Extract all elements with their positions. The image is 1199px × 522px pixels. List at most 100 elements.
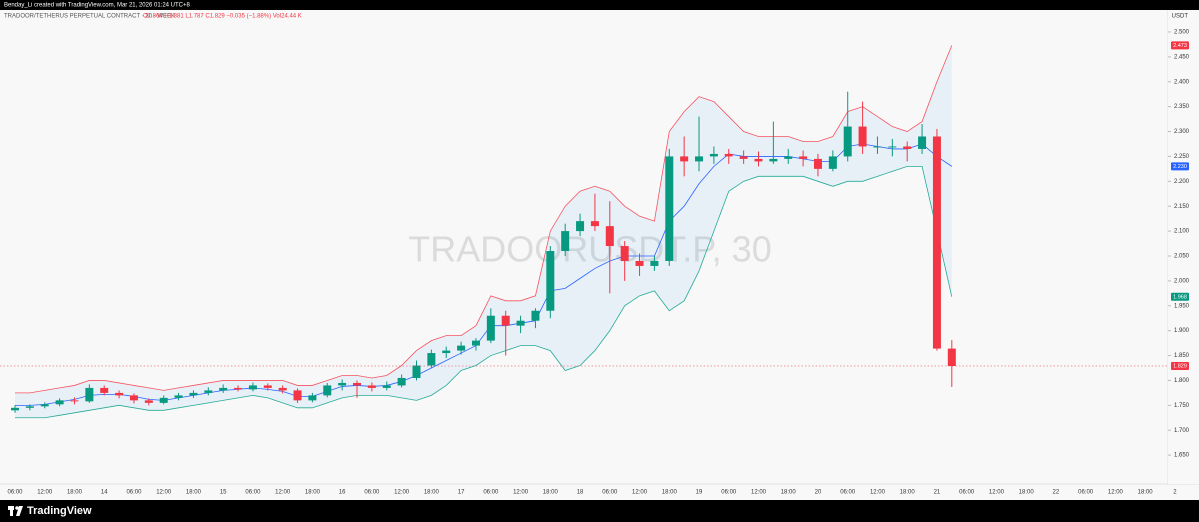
- candle-body: [397, 377, 406, 386]
- brand-logo: [8, 506, 23, 516]
- y-tick-label: 1.900: [1174, 328, 1190, 334]
- candle-body: [234, 387, 243, 390]
- candle-body: [665, 156, 674, 261]
- candle-body: [189, 392, 198, 396]
- x-tick-label: 14: [101, 490, 108, 496]
- price-tag-label: 1.829: [1173, 363, 1187, 369]
- candle-body: [769, 158, 778, 162]
- x-tick-label: 15: [220, 490, 227, 496]
- x-tick-label: 06:00: [245, 490, 261, 496]
- y-tick-label: 2.300: [1174, 129, 1190, 135]
- plot: 06:00 12:00 18:00 14 06:00 12:00 18:00 15 06:00 1…: [0, 45, 1177, 496]
- x-tick-label: 12:00: [156, 490, 172, 496]
- x-tick-label: 18:00: [781, 490, 797, 496]
- x-tick-label: 18:00: [67, 490, 83, 496]
- candle-body: [605, 226, 614, 247]
- price-tag: [1171, 362, 1189, 371]
- price-tag-label: 2.230: [1173, 164, 1187, 170]
- band-line: [15, 143, 953, 406]
- band-fill: [15, 45, 952, 418]
- candle-body: [471, 340, 480, 346]
- candle-body: [338, 382, 347, 386]
- x-tick-label: 19: [696, 490, 703, 496]
- candle-body: [784, 156, 793, 159]
- x-tick-label: 12:00: [989, 490, 1005, 496]
- candle-body: [724, 153, 733, 157]
- x-tick-label: 12:00: [751, 490, 767, 496]
- candle-body: [144, 400, 153, 403]
- candle-body: [263, 385, 272, 388]
- candle-body: [888, 146, 897, 148]
- price-tag: [1171, 41, 1189, 50]
- x-tick-label: 12:00: [37, 490, 53, 496]
- candle-body: [531, 310, 540, 321]
- candle-body: [576, 221, 585, 232]
- candle-body: [40, 404, 49, 407]
- x-tick-label: 06:00: [721, 490, 737, 496]
- y-tick-label: 2.450: [1174, 54, 1190, 60]
- candle-body: [680, 156, 689, 162]
- x-tick-label: 2: [1173, 490, 1177, 496]
- y-tick-label: 2.400: [1174, 79, 1190, 85]
- x-tick-label: 18:00: [543, 490, 559, 496]
- y-tick-label: 2.200: [1174, 179, 1190, 185]
- y-tick-label: 2.100: [1174, 229, 1190, 235]
- x-tick-label: 22: [1053, 490, 1060, 496]
- y-tick-label: 1.950: [1174, 303, 1190, 309]
- x-tick-label: 18:00: [1138, 490, 1154, 496]
- candle-body: [516, 320, 525, 326]
- candle-body: [248, 385, 257, 390]
- candle-body: [813, 158, 822, 169]
- candle-body: [442, 350, 451, 354]
- candle-body: [11, 407, 19, 411]
- x-tick-label: 06:00: [364, 490, 380, 496]
- x-tick-label: 12:00: [275, 490, 291, 496]
- brand: TradingView: [27, 505, 92, 517]
- candle-body: [367, 385, 376, 388]
- band-line: [15, 165, 953, 419]
- candle-body: [486, 315, 495, 341]
- price-tag: [1171, 292, 1189, 301]
- candle-body: [546, 251, 555, 311]
- candle-body: [219, 387, 228, 391]
- logo-part: [15, 506, 19, 510]
- candle-body: [561, 231, 570, 252]
- x-tick-label: 12:00: [870, 490, 886, 496]
- candle-body: [501, 315, 510, 326]
- x-tick-label: 18:00: [1019, 490, 1035, 496]
- ohlc-label: O1.864 H1.881 L1.787 C1.829 −0.035 (−1.8…: [143, 14, 302, 20]
- price-tag-label: 1.968: [1173, 294, 1187, 300]
- candle-body: [427, 353, 436, 366]
- y-tick-label: 2.000: [1174, 278, 1190, 284]
- x-tick-label: 12:00: [394, 490, 410, 496]
- candle-body: [903, 146, 912, 149]
- candle-body: [457, 345, 466, 351]
- price-tag-label: 2.473: [1173, 43, 1187, 49]
- axis-group: 1.650 1.700 1.750 1.800 1.850 1.900 1.950 2.000…: [1168, 30, 1190, 459]
- candle-body: [873, 146, 882, 148]
- y-tick-label: 2.250: [1174, 154, 1190, 160]
- candle-body: [828, 156, 837, 169]
- x-tick-label: 12:00: [513, 490, 529, 496]
- chart-area: [0, 10, 1199, 500]
- candle-body: [799, 156, 808, 159]
- band-line: [15, 45, 953, 394]
- x-tick-label: 18: [577, 490, 584, 496]
- candle-body: [650, 260, 659, 266]
- price-tag: [1171, 162, 1189, 171]
- y-tick-label: 1.700: [1174, 428, 1190, 434]
- candle-body: [129, 395, 138, 401]
- candle-body: [100, 387, 109, 393]
- x-tick-label: 18:00: [900, 490, 916, 496]
- price-axis: [1168, 10, 1199, 484]
- candle-body: [709, 153, 718, 157]
- candle-body: [739, 156, 748, 159]
- watermark: TRADOORUSDT.P, 30: [408, 229, 771, 270]
- candle-body: [323, 385, 332, 396]
- candle-body: [695, 156, 704, 162]
- y-tick-label: 1.750: [1174, 403, 1190, 409]
- candle-body: [590, 221, 599, 227]
- y-tick-label: 2.500: [1174, 30, 1190, 36]
- candle-body: [85, 387, 94, 402]
